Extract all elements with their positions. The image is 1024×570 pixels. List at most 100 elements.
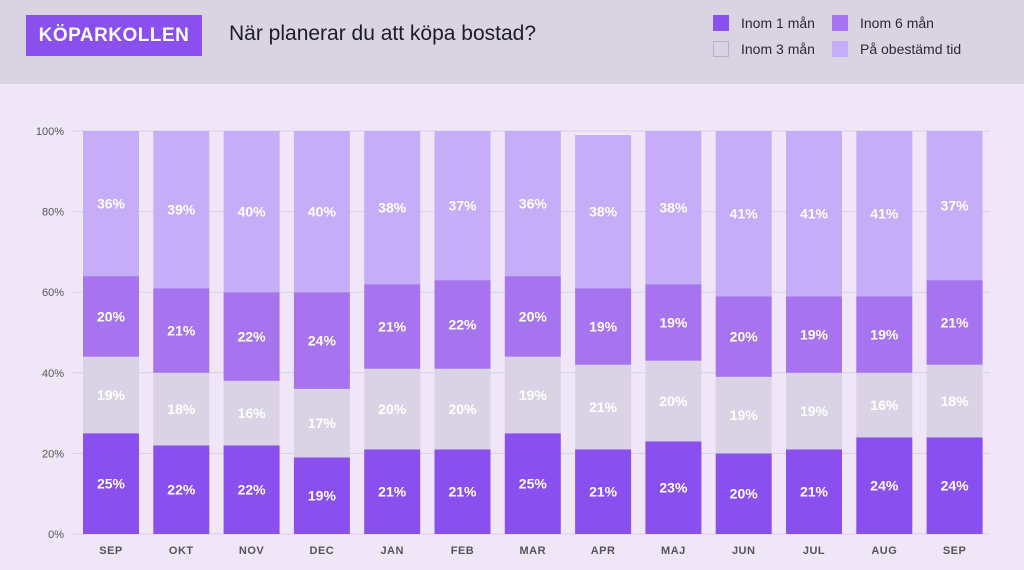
data-label: 20% xyxy=(519,308,548,324)
data-label: 38% xyxy=(589,204,618,220)
bar-segment xyxy=(293,292,350,389)
y-tick-label: 80% xyxy=(42,207,64,219)
legend-item-inom-3-man: Inom 3 mån xyxy=(713,40,815,58)
data-label: 20% xyxy=(730,329,759,345)
data-label: 22% xyxy=(238,329,267,345)
bar-segment xyxy=(364,131,421,285)
x-tick-label: MAR xyxy=(520,545,547,557)
legend-swatch xyxy=(713,41,729,57)
bar-segment xyxy=(504,276,561,357)
x-tick-label: AUG xyxy=(871,545,897,557)
data-label: 18% xyxy=(941,393,970,409)
data-label: 21% xyxy=(941,314,970,330)
bar-segment xyxy=(645,131,702,285)
bar-segment xyxy=(83,131,139,277)
data-label: 19% xyxy=(308,488,337,504)
data-label: 21% xyxy=(589,399,618,415)
bar-segment xyxy=(856,437,913,534)
y-tick-label: 0% xyxy=(48,529,64,541)
bar-segment xyxy=(504,131,561,277)
x-tick-label: MAJ xyxy=(661,545,686,557)
data-label: 16% xyxy=(870,397,899,413)
data-label: 24% xyxy=(870,478,899,494)
bar-segment xyxy=(715,453,772,534)
x-tick-label: DEC xyxy=(310,545,335,557)
bar-segment xyxy=(434,449,491,534)
data-label: 41% xyxy=(800,206,829,222)
x-tick-label: JUN xyxy=(732,545,756,557)
header: KÖPARKOLLEN När planerar du att köpa bos… xyxy=(0,0,1024,84)
bar-segment xyxy=(153,131,210,289)
bar-segment xyxy=(786,372,842,450)
bar-segment xyxy=(856,296,913,373)
data-label: 40% xyxy=(238,204,267,220)
data-label: 20% xyxy=(378,401,407,417)
bar-segment xyxy=(153,445,210,534)
data-label: 21% xyxy=(378,318,407,334)
data-label: 19% xyxy=(519,387,548,403)
legend-label: Inom 6 mån xyxy=(860,15,934,31)
data-label: 40% xyxy=(308,204,337,220)
legend-item-inom-1-man: Inom 1 mån xyxy=(713,14,815,32)
data-label: 37% xyxy=(448,198,477,214)
data-label: 23% xyxy=(659,480,688,496)
legend-swatch xyxy=(713,15,729,31)
data-label: 19% xyxy=(800,403,829,419)
data-label: 20% xyxy=(659,393,688,409)
x-tick-label: JAN xyxy=(380,545,404,557)
brand-logo: KÖPARKOLLEN xyxy=(26,15,202,56)
data-label: 21% xyxy=(167,322,196,338)
bar-segment xyxy=(575,135,632,289)
bar-segment xyxy=(223,292,280,381)
data-label: 19% xyxy=(659,314,688,330)
data-label: 18% xyxy=(167,401,196,417)
bar-segment xyxy=(293,457,350,534)
x-tick-label: JUL xyxy=(803,545,825,557)
bar-segment xyxy=(786,296,842,373)
data-label: 20% xyxy=(730,486,759,502)
bar-segment xyxy=(575,449,632,534)
bar-segment xyxy=(575,364,632,450)
data-label: 17% xyxy=(308,415,337,431)
x-tick-label: NOV xyxy=(239,545,265,557)
bar-segment xyxy=(83,356,139,434)
y-tick-label: 100% xyxy=(36,126,64,138)
data-label: 41% xyxy=(730,206,759,222)
x-tick-label: SEP xyxy=(99,545,123,557)
data-label: 36% xyxy=(97,196,126,212)
data-label: 36% xyxy=(519,196,548,212)
legend-item-inom-6-man: Inom 6 mån xyxy=(832,14,934,32)
data-label: 25% xyxy=(519,476,548,492)
chart-title: När planerar du att köpa bostad? xyxy=(229,22,537,45)
bar-segment xyxy=(786,449,842,534)
legend-swatch xyxy=(832,15,848,31)
bar-segment xyxy=(856,131,913,297)
legend-swatch xyxy=(832,41,848,57)
bar-segment xyxy=(645,284,702,361)
bar-segment xyxy=(364,284,421,369)
bar-segment xyxy=(715,131,772,297)
bar-segment xyxy=(926,131,983,281)
legend-label: Inom 1 mån xyxy=(741,15,815,31)
data-label: 19% xyxy=(800,327,829,343)
legend-item-pa-obestamd-tid: På obestämd tid xyxy=(832,40,961,58)
data-label: 24% xyxy=(308,333,337,349)
data-label: 22% xyxy=(448,316,477,332)
bar-segment xyxy=(926,364,983,438)
bar-segment xyxy=(364,449,421,534)
y-tick-label: 20% xyxy=(42,448,64,460)
legend-label: Inom 3 mån xyxy=(741,41,815,57)
bar-segment xyxy=(504,356,561,434)
data-label: 20% xyxy=(448,401,477,417)
bar-segment xyxy=(83,433,139,534)
bar-segment xyxy=(434,131,491,281)
bar-segment xyxy=(715,376,772,454)
bar-segment xyxy=(504,433,561,534)
y-tick-label: 40% xyxy=(42,368,64,380)
bar-segment xyxy=(926,437,983,534)
data-label: 21% xyxy=(378,484,407,500)
bar-segment xyxy=(293,388,350,458)
bar-segment xyxy=(645,360,702,442)
data-label: 41% xyxy=(870,206,899,222)
data-label: 20% xyxy=(97,308,126,324)
